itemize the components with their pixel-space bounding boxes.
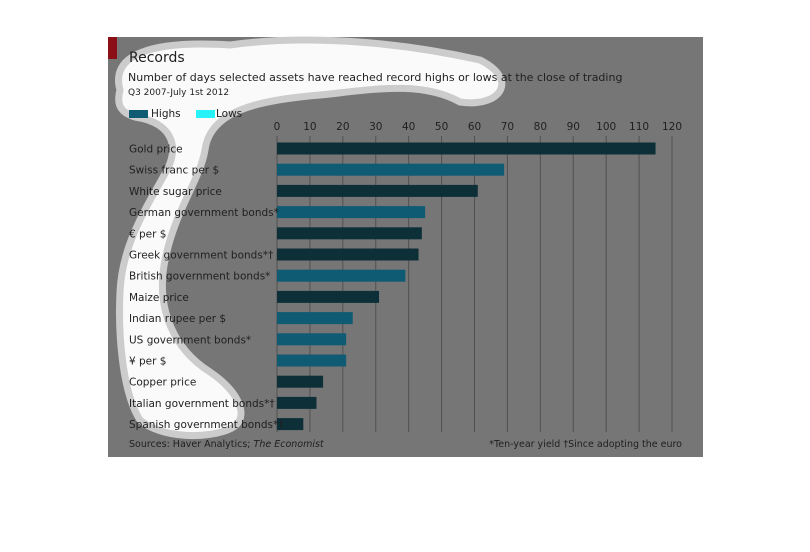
bar-highs xyxy=(277,184,478,197)
brand-corner-mark xyxy=(108,37,117,59)
bar-highs xyxy=(277,142,656,155)
bar-highs xyxy=(277,418,304,431)
bar-highs xyxy=(277,375,324,388)
x-tick-label: 100 xyxy=(596,121,616,133)
legend-highs-label: Highs xyxy=(151,108,181,120)
bar-highs xyxy=(277,206,426,219)
chart-title: Records xyxy=(129,50,185,66)
category-label: Copper price xyxy=(129,377,196,389)
x-tick-label: 70 xyxy=(501,121,514,133)
source-note: Sources: Haver Analytics; The Economist xyxy=(129,439,324,450)
bar-highs xyxy=(277,396,317,409)
bar-highs xyxy=(277,227,422,240)
bar-highs xyxy=(277,333,347,346)
x-tick-label: 0 xyxy=(274,121,281,133)
category-label: Italian government bonds*† xyxy=(129,398,275,410)
category-label: ¥ per $ xyxy=(129,356,166,368)
legend-lows-swatch xyxy=(196,110,215,118)
x-tick-label: 60 xyxy=(468,121,481,133)
category-label: White sugar price xyxy=(129,186,222,198)
x-tick-label: 20 xyxy=(336,121,349,133)
category-label: € per $ xyxy=(129,228,166,240)
x-tick-label: 40 xyxy=(402,121,415,133)
category-label: Greek government bonds*† xyxy=(129,250,273,262)
x-tick-label: 80 xyxy=(534,121,547,133)
chart-subtitle: Number of days selected assets have reac… xyxy=(128,71,623,84)
x-tick-label: 50 xyxy=(435,121,448,133)
x-tick-label: 120 xyxy=(662,121,682,133)
x-tick-label: 90 xyxy=(567,121,580,133)
x-tick-label: 10 xyxy=(303,121,316,133)
bar-highs xyxy=(277,248,419,261)
category-label: Indian rupee per $ xyxy=(129,313,226,325)
category-label: German government bonds* xyxy=(129,207,279,219)
legend-lows-label: Lows xyxy=(216,108,243,120)
x-tick-label: 30 xyxy=(369,121,382,133)
category-label: Gold price xyxy=(129,144,183,156)
category-label: British government bonds* xyxy=(129,271,270,283)
bar-highs xyxy=(277,269,406,282)
chart-period: Q3 2007-July 1st 2012 xyxy=(128,88,230,98)
category-label: Spanish government bonds*† xyxy=(129,419,284,431)
source-prefix: Sources: Haver Analytics; xyxy=(129,439,254,450)
bar-highs xyxy=(277,163,505,176)
source-publication: The Economist xyxy=(253,439,324,450)
bar-highs xyxy=(277,354,347,367)
category-label: Swiss franc per $ xyxy=(129,165,219,177)
legend-highs-swatch xyxy=(129,110,148,118)
bar-highs xyxy=(277,312,353,325)
bar-highs xyxy=(277,290,380,303)
category-label: US government bonds* xyxy=(129,334,251,346)
category-label: Maize price xyxy=(129,292,189,304)
x-tick-label: 110 xyxy=(629,121,649,133)
footnote: *Ten-year yield †Since adopting the euro xyxy=(489,439,682,450)
